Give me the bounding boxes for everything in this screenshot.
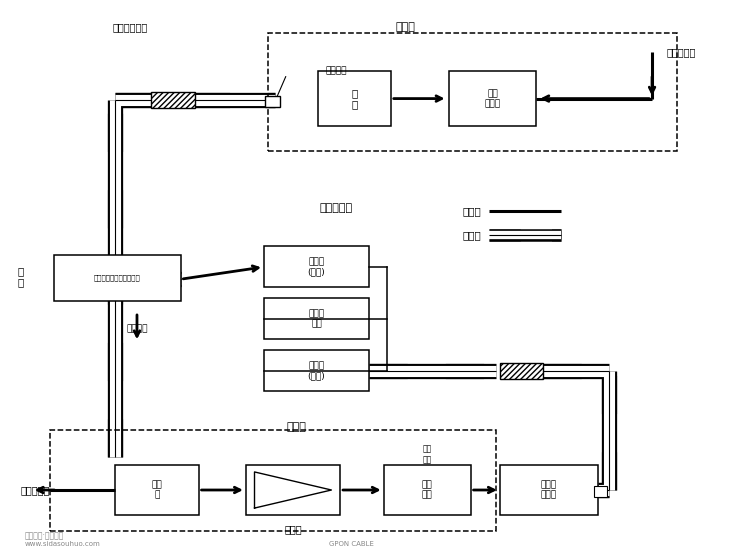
Text: 数字通信·数字声音: 数字通信·数字声音 [25, 531, 64, 540]
Text: 光接收
(检波): 光接收 (检波) [308, 257, 325, 276]
Text: 电信号: 电信号 [463, 206, 482, 216]
Bar [449, 71, 536, 126]
Text: 光信号: 光信号 [463, 231, 482, 241]
Text: 光接
收器: 光接 收器 [423, 445, 432, 464]
Text: 电再生
整形: 电再生 整形 [308, 309, 325, 328]
Bar [384, 466, 471, 515]
Bar [115, 466, 199, 515]
Text: 电信号输出: 电信号输出 [21, 485, 50, 495]
Text: 再生中继器: 再生中继器 [320, 203, 353, 213]
Text: 径放大备: 径放大备 [126, 324, 148, 333]
Text: 光放大
接收器: 光放大 接收器 [541, 481, 557, 500]
Text: 光接
收器: 光接 收器 [422, 481, 433, 500]
Bar [53, 254, 181, 301]
Text: 发端机: 发端机 [395, 23, 415, 33]
Text: 放大器: 放大器 [284, 524, 302, 534]
Bar [246, 466, 340, 515]
Text: 光调制器: 光调制器 [326, 67, 347, 76]
Bar [264, 247, 369, 288]
Bar [318, 71, 391, 126]
Bar [500, 466, 598, 515]
Polygon shape [254, 472, 331, 508]
Text: 电光
转换器: 电光 转换器 [485, 89, 501, 108]
Bar [50, 430, 496, 531]
Bar [500, 363, 543, 379]
Text: 光
缆: 光 缆 [18, 265, 24, 288]
Text: 电信号输入: 电信号输入 [666, 47, 696, 57]
Bar [594, 486, 607, 497]
Text: 光发接耦合器: 光发接耦合器 [112, 23, 148, 33]
Bar [264, 299, 369, 340]
Bar [264, 351, 369, 392]
Text: GPON CABLE: GPON CABLE [328, 541, 374, 547]
Bar [268, 33, 678, 150]
Text: 光合分路器及码型变换器: 光合分路器及码型变换器 [94, 274, 140, 281]
Text: 收端机: 收端机 [287, 422, 306, 432]
Bar [265, 96, 280, 107]
Text: 光发射
(调制): 光发射 (调制) [308, 361, 325, 380]
Text: 解调
器: 解调 器 [151, 481, 162, 500]
Text: www.sidasouhuo.com: www.sidasouhuo.com [25, 541, 100, 547]
Text: 光
调: 光 调 [352, 88, 357, 109]
Bar [151, 92, 195, 108]
